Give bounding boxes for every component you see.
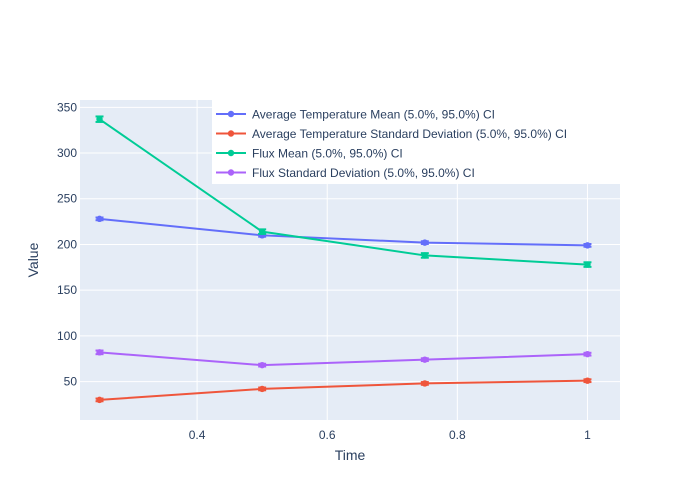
legend-swatch-marker (227, 169, 235, 176)
series-line (99, 351, 588, 367)
legend-swatch-marker (227, 130, 235, 137)
data-point (96, 349, 103, 356)
data-point (584, 350, 591, 358)
data-point (258, 228, 266, 235)
series-line (99, 217, 588, 247)
y-tick-label: 200 (57, 237, 77, 251)
data-point (584, 261, 591, 268)
legend-item[interactable]: Flux Mean (5.0%, 95.0%) CI (216, 147, 403, 161)
y-tick-label: 250 (57, 192, 77, 206)
series-line (98, 118, 588, 266)
y-tick-label: 100 (57, 329, 77, 343)
x-axis-title: Time (335, 447, 366, 463)
legend-label: Flux Mean (5.0%, 95.0%) CI (252, 147, 403, 161)
legend-swatch-marker (227, 110, 235, 118)
data-point (96, 215, 103, 223)
legend-background (212, 100, 620, 184)
data-point (258, 361, 266, 369)
legend-item[interactable]: Flux Standard Deviation (5.0%, 95.0%) CI (216, 166, 475, 180)
data-point (421, 380, 429, 387)
x-tick-label: 0.4 (189, 428, 206, 442)
legend-item[interactable]: Average Temperature Standard Deviation (… (216, 127, 567, 141)
data-point (258, 385, 266, 393)
legend-label: Average Temperature Standard Deviation (… (252, 127, 567, 141)
data-point (96, 116, 103, 123)
legend-swatch-marker (227, 149, 235, 157)
data-point (421, 356, 429, 363)
series-layer (95, 115, 592, 404)
legend-item[interactable]: Average Temperature Mean (5.0%, 95.0%) C… (216, 108, 495, 122)
x-tick-label: 0.8 (449, 428, 466, 442)
x-tick-label: 0.6 (319, 428, 336, 442)
series-line (99, 379, 588, 401)
data-point (96, 396, 103, 404)
data-point (421, 239, 429, 246)
y-tick-label: 50 (64, 375, 78, 389)
data-point (421, 252, 429, 259)
y-tick-label: 300 (57, 146, 77, 160)
data-point (584, 377, 591, 384)
data-point (584, 242, 591, 249)
legend-label: Flux Standard Deviation (5.0%, 95.0%) CI (252, 166, 475, 180)
y-axis-title: Value (25, 242, 41, 277)
legend-label: Average Temperature Mean (5.0%, 95.0%) C… (252, 108, 495, 122)
legend[interactable]: Average Temperature Mean (5.0%, 95.0%) C… (212, 100, 620, 184)
y-tick-label: 350 (57, 100, 77, 114)
x-tick-label: 1 (584, 428, 591, 442)
y-tick-label: 150 (57, 283, 77, 297)
